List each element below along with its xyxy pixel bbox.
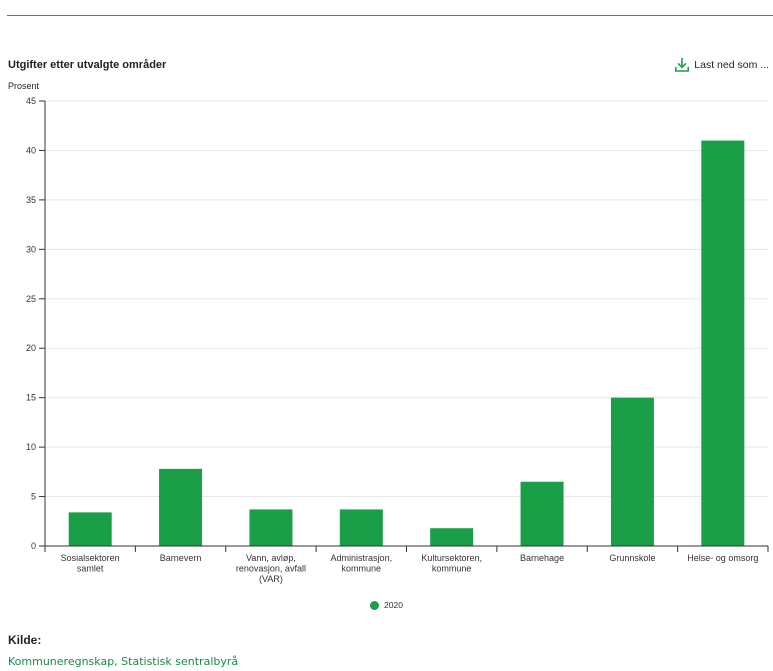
x-tick-label: Vann, avløp, renovasjon, avfall (VAR) <box>236 553 306 584</box>
y-tick-label: 10 <box>26 442 36 452</box>
top-divider <box>7 15 773 16</box>
x-tick-label-line: kommune <box>342 564 382 574</box>
x-tick-label-line: Grunnskole <box>609 553 655 563</box>
x-tick-label-line: Vann, avløp, <box>246 553 296 563</box>
bar <box>159 468 203 546</box>
source-link[interactable]: Kommuneregnskap, Statistisk sentralbyrå <box>8 655 239 668</box>
legend-label: 2020 <box>384 600 403 610</box>
bar <box>430 528 474 546</box>
download-button[interactable]: Last ned som ... <box>674 56 769 74</box>
x-tick-label-line: Helse- og omsorg <box>687 553 758 563</box>
x-tick-label-line: Barnevern <box>160 553 202 563</box>
x-tick-label: Barnehage <box>520 553 564 563</box>
legend[interactable]: 2020 <box>0 600 773 610</box>
y-tick-label: 5 <box>31 492 36 502</box>
x-tick-label: Helse- og omsorg <box>687 553 758 563</box>
x-tick-label-line: renovasjon, avfall <box>236 564 306 574</box>
x-tick-labels: Sosialsektoren samlet Barnevern Vann, avløp… <box>61 553 759 584</box>
y-tick-label: 0 <box>31 541 36 551</box>
bar-chart: 0 5 10 15 20 25 30 35 40 45 Sosialsektoren samlet B… <box>26 96 769 584</box>
y-tick-label: 15 <box>26 393 36 403</box>
x-tick-label-line: (VAR) <box>259 574 283 584</box>
bars <box>68 140 745 547</box>
y-tick-label: 35 <box>26 195 36 205</box>
x-tick-label: Barnevern <box>160 553 202 563</box>
bar <box>339 509 383 546</box>
axes <box>39 100 769 552</box>
x-tick-label: Administrasjon, kommune <box>331 553 393 574</box>
x-tick-label-line: Barnehage <box>520 553 564 563</box>
x-tick-label: Grunnskole <box>609 553 655 563</box>
x-tick-label: Kultursektoren, kommune <box>421 553 482 574</box>
grid-lines <box>45 100 768 498</box>
x-tick-label-line: kommune <box>432 564 472 574</box>
y-tick-label: 45 <box>26 96 36 106</box>
x-tick-label: Sosialsektoren samlet <box>61 553 120 574</box>
y-tick-label: 25 <box>26 294 36 304</box>
legend-marker <box>370 600 380 610</box>
source-heading: Kilde: <box>8 633 42 647</box>
x-tick-label-line: samlet <box>77 564 104 574</box>
y-tick-label: 30 <box>26 244 36 254</box>
y-tick-labels: 0 5 10 15 20 25 30 35 40 45 <box>26 96 36 551</box>
y-tick-label: 20 <box>26 343 36 353</box>
x-tick-label-line: Administrasjon, <box>331 553 393 563</box>
x-tick-label-line: Sosialsektoren <box>61 553 120 563</box>
bar <box>68 512 112 546</box>
x-tick-label-line: Kultursektoren, <box>421 553 482 563</box>
download-icon <box>674 57 690 73</box>
y-tick-label: 40 <box>26 145 36 155</box>
bar <box>701 140 745 547</box>
bar <box>249 509 293 546</box>
download-label: Last ned som ... <box>694 59 769 71</box>
bar <box>610 397 654 546</box>
bar <box>520 481 564 546</box>
y-axis-label: Prosent <box>8 81 40 91</box>
chart-title: Utgifter etter utvalgte områder <box>8 59 167 71</box>
